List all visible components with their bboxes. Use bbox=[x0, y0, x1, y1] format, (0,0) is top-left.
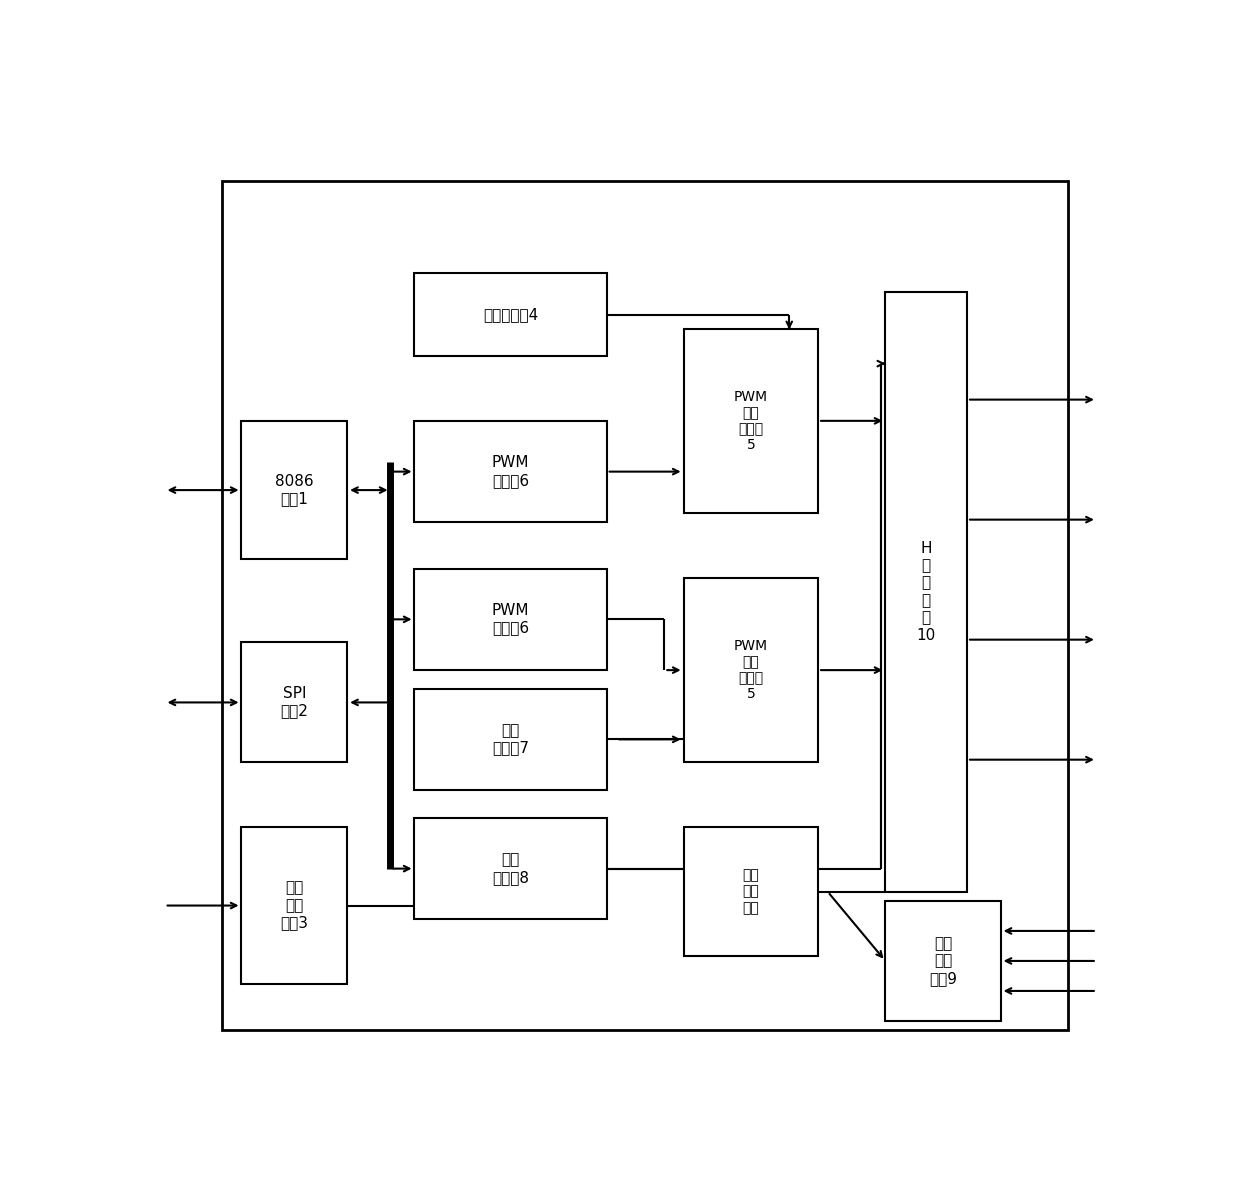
Bar bbox=[414, 568, 606, 670]
Text: PWM
波形
发生器
5: PWM 波形 发生器 5 bbox=[734, 390, 768, 452]
Text: H
桥
驱
动
器
10: H 桥 驱 动 器 10 bbox=[916, 541, 936, 643]
Text: 时钟
寄存器7: 时钟 寄存器7 bbox=[492, 723, 529, 755]
Text: PWM
波形
发生器
5: PWM 波形 发生器 5 bbox=[734, 639, 768, 701]
Text: 时钟寄存器4: 时钟寄存器4 bbox=[482, 307, 538, 323]
Text: SPI
接口2: SPI 接口2 bbox=[280, 686, 309, 718]
Bar bbox=[683, 827, 818, 957]
Text: 反馈
输入
装置9: 反馈 输入 装置9 bbox=[929, 936, 957, 986]
Text: 保护
逻辑
电路: 保护 逻辑 电路 bbox=[743, 868, 759, 915]
Bar bbox=[222, 181, 1068, 1030]
Bar bbox=[683, 329, 818, 513]
Text: 周期
信号
接口3: 周期 信号 接口3 bbox=[280, 880, 309, 930]
Text: 8086
接口1: 8086 接口1 bbox=[275, 474, 314, 506]
Text: 状态
寄存器8: 状态 寄存器8 bbox=[492, 852, 529, 885]
Bar bbox=[242, 827, 347, 984]
Bar bbox=[414, 273, 606, 356]
Text: PWM
寄存器6: PWM 寄存器6 bbox=[492, 456, 529, 488]
Bar bbox=[414, 688, 606, 790]
Bar bbox=[414, 818, 606, 920]
Text: PWM
寄存器6: PWM 寄存器6 bbox=[492, 603, 529, 635]
Bar bbox=[414, 421, 606, 523]
Bar bbox=[885, 900, 1001, 1022]
Bar bbox=[242, 643, 347, 763]
Bar bbox=[885, 291, 967, 892]
Bar bbox=[683, 578, 818, 763]
Bar bbox=[242, 421, 347, 559]
